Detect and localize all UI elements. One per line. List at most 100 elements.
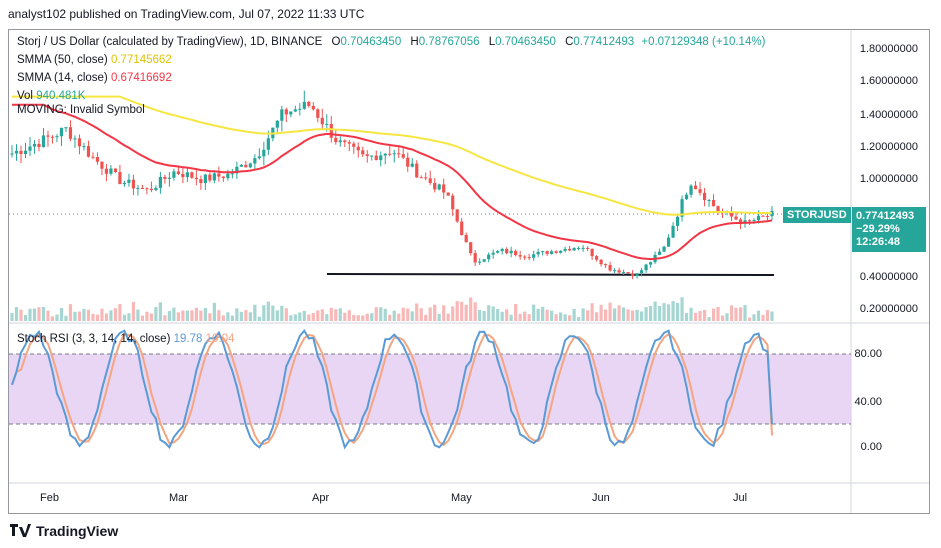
ohlc-low: 0.70463450 — [495, 36, 556, 48]
smma14-legend[interactable]: SMMA (14, close) 0.67416692 — [17, 72, 172, 84]
volume-bar — [14, 307, 19, 321]
smma50-legend[interactable]: SMMA (50, close) 0.77145662 — [17, 54, 172, 66]
candle-body — [577, 247, 581, 249]
volume-bar — [163, 315, 167, 321]
candle-body — [702, 192, 707, 201]
candle-body — [460, 221, 464, 236]
stoch-axis-label: 0.00 — [861, 441, 882, 453]
candle-body — [50, 136, 55, 138]
volume-bar — [424, 314, 428, 321]
support-line[interactable] — [326, 273, 775, 276]
volume-bar — [203, 308, 207, 321]
candle-body — [644, 264, 648, 271]
candle-body — [73, 138, 77, 140]
volume-bar — [379, 307, 383, 321]
volume-bar — [473, 302, 477, 321]
volume-bar — [235, 308, 239, 321]
candle-body — [68, 127, 73, 139]
volume-bar — [64, 315, 68, 321]
volume-bar — [671, 301, 675, 321]
candle-body — [41, 135, 46, 148]
candle-body — [176, 171, 180, 174]
candle-body — [621, 272, 626, 274]
volume-bar — [505, 309, 509, 321]
chart-frame[interactable] — [8, 29, 930, 514]
volume-bar — [271, 305, 275, 321]
candle-body — [680, 199, 684, 217]
volume-legend[interactable]: Vol 940.481K — [17, 90, 85, 102]
volume-bar — [747, 317, 752, 321]
candle-body — [514, 250, 518, 256]
candle-body — [388, 153, 392, 155]
candle-body — [586, 247, 590, 249]
volume-bar — [41, 307, 46, 321]
candle-body — [604, 264, 608, 266]
candle-body — [433, 182, 437, 190]
volume-bar — [509, 314, 513, 321]
stoch-legend[interactable]: Stoch RSI (3, 3, 14, 14, close) 19.78 10… — [17, 333, 234, 345]
volume-bar — [244, 310, 248, 321]
tradingview-logo[interactable]: TradingView — [10, 523, 118, 539]
candle-body — [190, 172, 194, 178]
volume-bar — [756, 310, 761, 321]
smma50-value: 0.77145662 — [110, 54, 172, 66]
time-axis-label: Apr — [312, 492, 329, 504]
price-axis-label: 1.80000000 — [860, 43, 918, 55]
volume-bar — [500, 311, 504, 321]
volume-bar — [118, 304, 122, 321]
candle-body — [729, 211, 734, 217]
volume-bar — [761, 314, 765, 321]
candle-body — [595, 256, 599, 260]
volume-bar — [239, 311, 243, 321]
ohlc-low-label: L — [488, 36, 496, 48]
candle-body — [172, 171, 176, 178]
volume-bar — [217, 310, 221, 321]
volume-bar — [702, 309, 707, 321]
volume-bar — [621, 307, 626, 321]
moving-legend[interactable]: MOVING: Invalid Symbol — [17, 104, 145, 116]
candle-body — [581, 247, 585, 249]
candle-body — [356, 146, 360, 151]
volume-bar — [284, 308, 288, 321]
volume-bar — [608, 302, 612, 321]
candle-body — [626, 272, 630, 274]
volume-bar — [595, 312, 599, 321]
volume-bar — [401, 307, 405, 321]
candle-body — [284, 109, 288, 115]
volume-bar — [675, 302, 680, 321]
candle-body — [352, 143, 356, 147]
symbol-legend: Storj / US Dollar (calculated by Trading… — [17, 36, 765, 48]
stoch-axis-label: 80.00 — [854, 348, 882, 360]
candle-body — [262, 149, 266, 157]
volume-bar — [388, 314, 392, 321]
volume-bar — [298, 312, 302, 321]
candle-body — [163, 176, 167, 179]
candle-body — [37, 143, 41, 148]
ohlc-open-label: O — [331, 36, 341, 48]
volume-bar — [176, 312, 180, 321]
candle-body — [95, 157, 100, 162]
candle-body — [451, 195, 455, 210]
stoch-k-line — [11, 328, 773, 450]
volume-bar — [293, 314, 297, 321]
volume-bar — [464, 304, 468, 321]
volume-bar — [487, 305, 491, 321]
volume-bar — [446, 313, 450, 321]
candle-body — [347, 142, 351, 144]
volume-bar — [469, 297, 473, 321]
volume-bar — [451, 306, 455, 321]
smma50-label: SMMA (50, close) — [17, 54, 108, 66]
volume-bar — [734, 307, 738, 321]
volume-bar — [289, 315, 293, 321]
price-axis-label: 1.60000000 — [860, 75, 918, 87]
candle-body — [127, 179, 131, 183]
candle-body — [469, 242, 473, 254]
volume-bar — [32, 308, 37, 321]
volume-bar — [428, 307, 432, 321]
volume-bar — [617, 305, 621, 321]
candle-body — [397, 153, 401, 155]
candle-body — [711, 199, 716, 207]
volume-bar — [212, 302, 216, 321]
candle-body — [298, 108, 302, 110]
